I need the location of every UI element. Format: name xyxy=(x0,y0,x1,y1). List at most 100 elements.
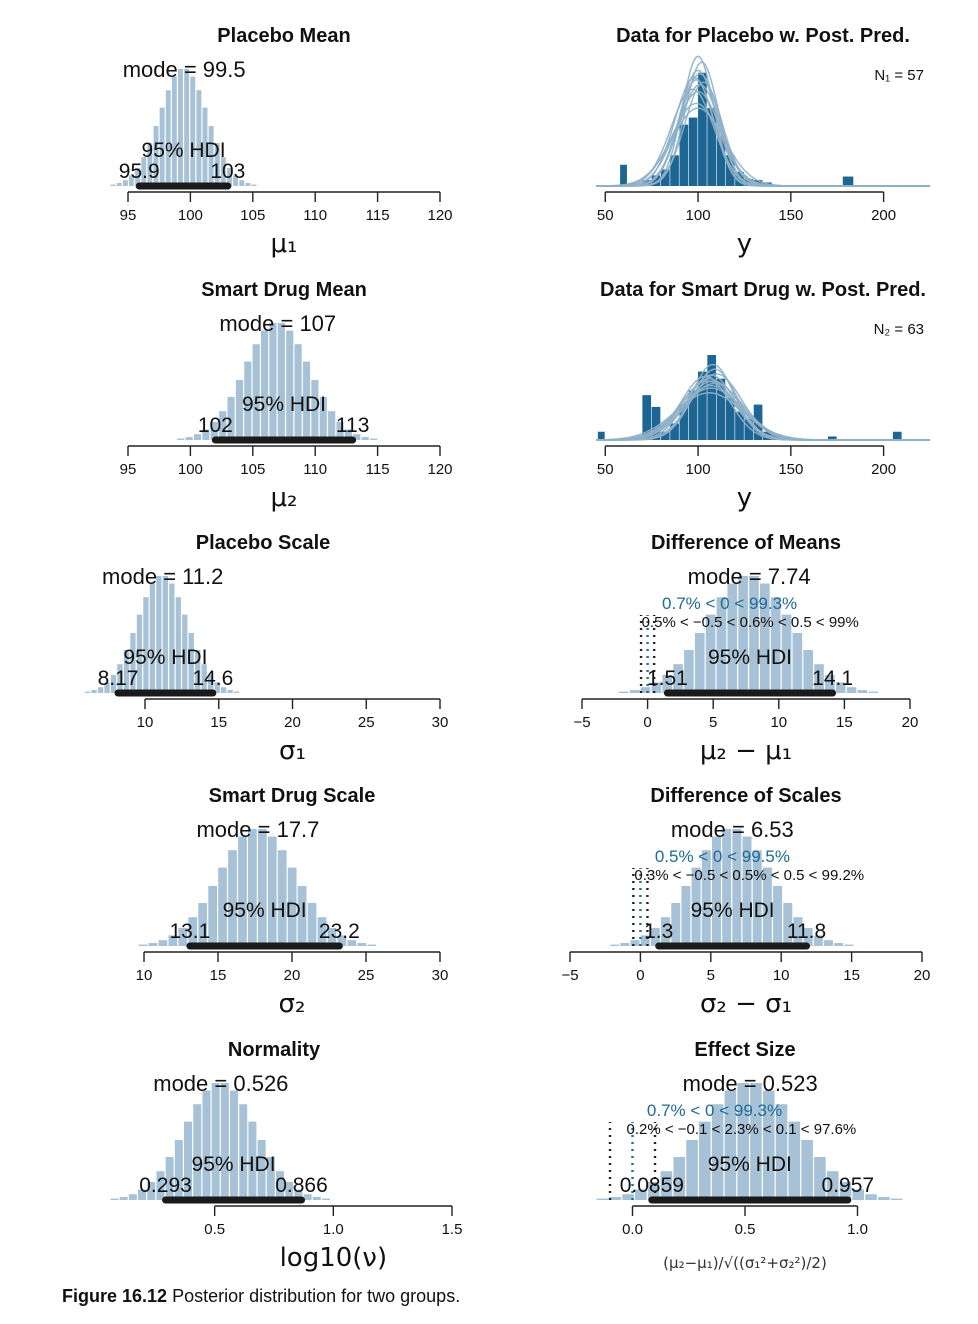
posterior-bar xyxy=(699,1121,711,1200)
panel-3: Data for Smart Drug w. Post. Pred. 50 100 1… xyxy=(596,279,930,513)
hdi-high-label: 14.6 xyxy=(192,667,233,690)
posterior-bar xyxy=(122,180,128,186)
posterior-bar xyxy=(208,125,214,186)
hdi-label: 95% HDI xyxy=(223,899,307,922)
posterior-bar xyxy=(219,411,227,440)
posterior-bar xyxy=(195,649,201,693)
posterior-bar xyxy=(260,330,269,440)
posterior-bar xyxy=(596,1198,609,1200)
data-bar xyxy=(698,371,707,440)
x-tick-label: 0 xyxy=(636,967,644,984)
posterior-bar xyxy=(337,935,347,946)
posterior-bar xyxy=(257,828,267,946)
posterior-bar xyxy=(361,437,369,440)
posterior-bar xyxy=(846,687,857,693)
posterior-bar xyxy=(803,649,814,693)
posterior-bar xyxy=(220,687,227,693)
x-tick-label: 20 xyxy=(284,714,301,731)
x-tick-label: 200 xyxy=(871,207,896,224)
posterior-bar xyxy=(252,344,260,440)
posterior-bar xyxy=(287,867,297,946)
posterior-bar xyxy=(276,1171,285,1200)
posterior-bar xyxy=(673,664,683,693)
posterior-bar xyxy=(327,927,337,946)
posterior-bar xyxy=(190,76,196,186)
panel-7: Difference of Scales −5 0 5 10 15 20 σ₂ − σ₁ 95%… xyxy=(561,785,930,1019)
x-tick-label: 200 xyxy=(871,461,896,478)
panel-title: Smart Drug Scale xyxy=(209,785,376,807)
x-tick-label: 0.5 xyxy=(204,1221,225,1238)
x-tick-label: 95 xyxy=(120,207,137,224)
data-bar xyxy=(716,136,726,186)
posterior-bar xyxy=(220,157,226,186)
posterior-bar xyxy=(770,597,781,693)
x-tick-label: −5 xyxy=(573,714,590,731)
posterior-bar xyxy=(635,1189,647,1200)
posterior-bar xyxy=(705,614,716,693)
hdi-low-label: 95.9 xyxy=(119,160,160,183)
post-pred-curve xyxy=(596,73,930,187)
x-tick-label: 10 xyxy=(773,967,790,984)
posterior-bar xyxy=(711,1104,724,1200)
posterior-bar xyxy=(123,649,130,693)
posterior-bar xyxy=(661,917,671,946)
posterior-bar xyxy=(813,935,823,946)
posterior-bar xyxy=(117,664,123,693)
posterior-bar xyxy=(868,691,879,693)
posterior-bar xyxy=(792,632,803,693)
posterior-bar xyxy=(147,142,153,186)
data-bar xyxy=(772,434,781,440)
x-tick-label: 0 xyxy=(643,714,651,731)
x-tick-label: 25 xyxy=(358,967,375,984)
posterior-bar xyxy=(277,322,285,440)
posterior-bar xyxy=(214,142,220,186)
hdi-high-label: 0.957 xyxy=(822,1174,875,1197)
posterior-bar xyxy=(149,583,156,693)
posterior-bar xyxy=(248,828,257,946)
posterior-bar xyxy=(762,1090,775,1200)
data-bar xyxy=(642,395,652,440)
posterior-bar xyxy=(168,935,178,946)
posterior-bar xyxy=(294,344,302,440)
x-axis-label: y xyxy=(737,483,752,513)
x-tick-label: 105 xyxy=(240,461,265,478)
panel-9: Effect Size 0.0 0.5 1.0 (μ₂−μ₁)/√((σ₁²+σ₂²)/… xyxy=(596,1039,903,1272)
figure-caption: Figure 16.12 Posterior distribution for … xyxy=(62,1286,460,1307)
post-pred-curve xyxy=(596,83,930,187)
posterior-bar xyxy=(97,687,104,693)
posterior-bar xyxy=(227,396,235,440)
posterior-bar xyxy=(317,917,327,946)
data-bar xyxy=(670,155,679,186)
data-bar xyxy=(842,176,854,186)
hdi-low-label: 0.293 xyxy=(139,1174,192,1197)
n-label: N₂ = 63 xyxy=(874,321,924,338)
x-tick-label: 20 xyxy=(914,967,931,984)
posterior-bar xyxy=(165,90,171,186)
posterior-bar xyxy=(208,674,214,693)
post-pred-curve xyxy=(596,375,930,441)
posterior-bar xyxy=(138,1189,147,1200)
hdi-low-label: 1.51 xyxy=(647,667,688,690)
panel-title: Placebo Scale xyxy=(196,532,331,554)
x-tick-label: 115 xyxy=(366,207,390,224)
x-tick-label: 30 xyxy=(432,967,449,984)
posterior-bar xyxy=(357,943,367,946)
posterior-bar xyxy=(147,1181,156,1200)
posterior-bar xyxy=(135,167,141,186)
posterior-bar xyxy=(202,107,208,186)
posterior-bar xyxy=(143,597,149,693)
posterior-bar xyxy=(303,1194,312,1200)
posterior-bar xyxy=(136,614,143,693)
x-tick-label: 30 xyxy=(432,714,449,731)
posterior-bar xyxy=(312,1197,321,1200)
panel-2: Smart Drug Mean 95 100 105 110 115 120 μ₂ 95% HD… xyxy=(120,279,453,513)
posterior-bar xyxy=(110,184,116,186)
data-bar xyxy=(670,423,679,440)
posterior-bar xyxy=(193,434,202,440)
posterior-bar xyxy=(141,157,147,186)
panel-title: Smart Drug Mean xyxy=(201,279,367,301)
posterior-bar xyxy=(814,1156,826,1200)
